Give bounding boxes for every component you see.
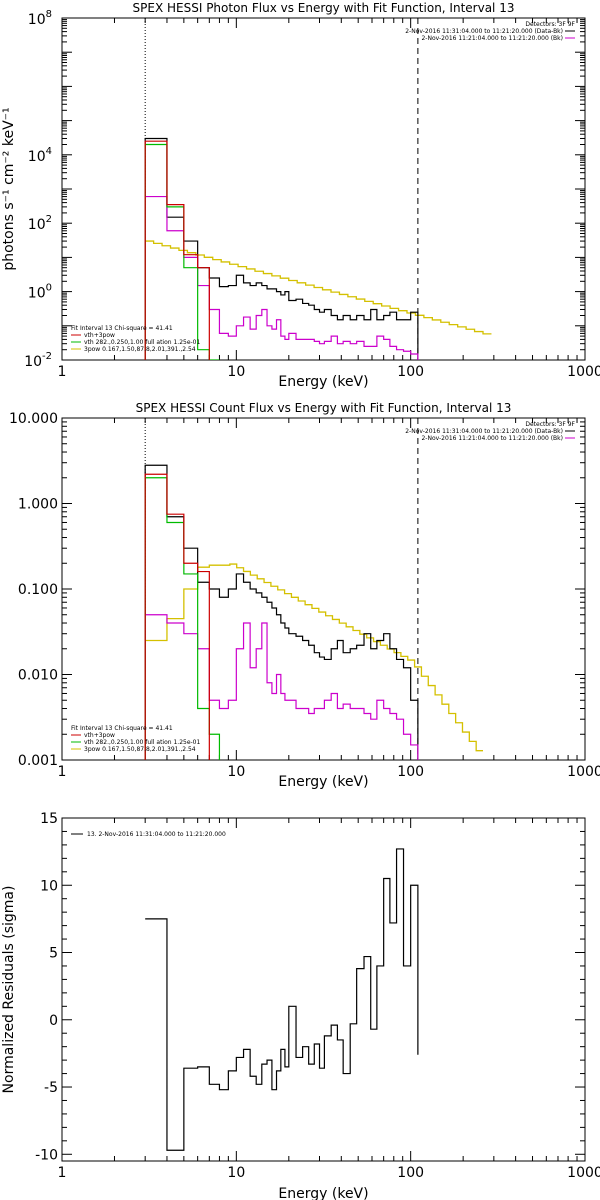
y-tick-label: 1.000 — [18, 497, 58, 513]
residuals-chart: 1 10 100 1000 Energy (keV) -10 -5 0 5 10 15 Normali… — [1, 811, 600, 1200]
series-magenta — [144, 614, 419, 760]
legend-fit-header: Fit Interval 13 Chi-square = 41.41 — [71, 725, 173, 732]
x-tick-label: 1 — [58, 764, 67, 780]
plot-frame — [61, 17, 586, 361]
plot-frame — [61, 817, 586, 1162]
fit-3pow-line — [144, 240, 492, 360]
series-red — [144, 473, 210, 760]
legend-entry: vth 282.,0.250,1.00 full ation 1.25e-01 — [84, 339, 200, 346]
legend-entry: 3pow 0.167,1.50,87.8,2.01,391.,2.54 — [84, 346, 196, 353]
series-residuals — [145, 848, 419, 1151]
legend-fit-header: Fit Interval 13 Chi-square = 41.41 — [71, 325, 173, 332]
x-tick-label: 10 — [227, 364, 245, 380]
series-red — [144, 140, 210, 360]
legend-header: Detectors: 3F 9F — [525, 421, 575, 428]
legend-entry: 3pow 0.167,1.50,87.8,2.01,391.,2.54 — [84, 746, 196, 753]
legend-entry: 13. 2-Nov-2016 11:31:04.000 to 11:21:20.… — [87, 831, 226, 838]
x-tick-label: 10 — [227, 764, 245, 780]
x-tick-label: 10 — [227, 1165, 245, 1181]
y-tick-label: 5 — [49, 946, 58, 962]
y-tick-label: 0.001 — [18, 753, 58, 769]
legend-entry: vth+3pow — [84, 732, 115, 739]
legend-entry: 2-Nov-2016 11:21:04.000 to 11:21:20.000 … — [421, 35, 563, 42]
series-magenta — [144, 195, 419, 360]
plot-area — [144, 418, 484, 760]
legend-entry: vth+3pow — [84, 332, 115, 339]
y-tick-label: 10 — [40, 878, 58, 894]
y-tick-label: 104 — [28, 146, 52, 165]
x-tick-label: 1 — [58, 1165, 67, 1181]
y-tick-label: -10 — [35, 1147, 58, 1163]
y-tick-label: 102 — [28, 214, 52, 233]
chart-title: SPEX HESSI Count Flux vs Energy with Fit… — [136, 401, 512, 415]
series-green — [144, 477, 221, 760]
y-tick-label: 100 — [28, 283, 52, 302]
x-axis-label: Energy (keV) — [278, 1186, 368, 1200]
y-tick-label: 15 — [40, 811, 58, 827]
plot-area — [145, 848, 419, 1151]
photon-flux-chart: SPEX HESSI Photon Flux vs Energy with Fi… — [1, 1, 600, 390]
x-tick-label: 100 — [397, 364, 424, 380]
fit-3pow-line — [144, 563, 484, 760]
y-tick-label: -5 — [44, 1080, 58, 1096]
x-tick-label: 100 — [397, 764, 424, 780]
y-tick-label: 10-2 — [24, 351, 52, 370]
legend-entry: 2-Nov-2016 11:31:04.000 to 11:21:20.000 … — [405, 28, 563, 35]
x-tick-label: 1000 — [567, 1165, 600, 1181]
legend-entry: 2-Nov-2016 11:31:04.000 to 11:21:20.000 … — [405, 428, 563, 435]
y-tick-label: 108 — [28, 9, 52, 28]
y-tick-label: 0.100 — [18, 582, 58, 598]
x-tick-label: 1 — [58, 364, 67, 380]
series-black — [144, 137, 419, 360]
y-tick-label: 10.000 — [9, 411, 58, 427]
series-black — [144, 464, 419, 760]
chart-title: SPEX HESSI Photon Flux vs Energy with Fi… — [133, 1, 515, 15]
legend-entry: 2-Nov-2016 11:21:04.000 to 11:21:20.000 … — [421, 435, 563, 442]
y-axis-label: Normalized Residuals (sigma) — [1, 886, 17, 1094]
plot-area — [144, 18, 492, 360]
count-flux-chart: SPEX HESSI Count Flux vs Energy with Fit… — [9, 401, 600, 790]
y-tick-label: 0 — [49, 1013, 58, 1029]
legend-header: Detectors: 3F 9F — [525, 21, 575, 28]
y-tick-label: 0.010 — [18, 668, 58, 684]
x-tick-label: 1000 — [567, 364, 600, 380]
x-tick-label: 1000 — [567, 764, 600, 780]
y-axis-label: photons s⁻¹ cm⁻² keV⁻¹ — [1, 107, 17, 270]
legend-entry: vth 282.,0.250,1.00 full ation 1.25e-01 — [84, 739, 200, 746]
x-axis-label: Energy (keV) — [278, 374, 368, 390]
x-tick-label: 100 — [397, 1165, 424, 1181]
x-axis-label: Energy (keV) — [278, 774, 368, 790]
